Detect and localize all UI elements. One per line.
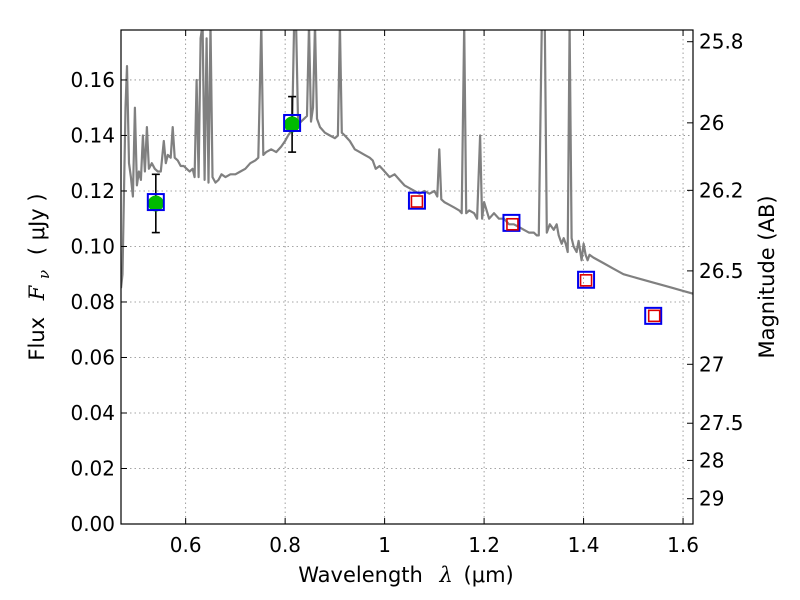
marker-group (146, 113, 663, 325)
x-tick-label: 0.6 (170, 533, 202, 557)
model-photometry-box (577, 270, 596, 289)
model-photometry-box (644, 306, 663, 325)
model-photometry-box (502, 213, 521, 232)
y-axis-label-unit: ( μJy ) (25, 193, 49, 255)
x-axis-label-symbol: λ (439, 563, 453, 587)
plot-frame (120, 29, 694, 525)
predicted-photometry-box (647, 309, 661, 323)
x-axis-label: Wavelength λ (μm) (298, 563, 513, 587)
y-tick-label: 0.00 (70, 512, 115, 536)
y-tick-label: 0.06 (70, 345, 115, 369)
x-axis-label-unit: (μm) (464, 563, 514, 587)
model-photometry-box (283, 113, 302, 132)
y2-tick-labels: 25.8 26 26.2 26.5 27 27.5 28 29 (699, 30, 744, 511)
y-axis-label-subscript: ν (35, 270, 53, 279)
model-photometry-box (407, 191, 426, 210)
y2-tick-label: 27.5 (699, 411, 744, 435)
y2-tick-label: 26 (699, 111, 724, 135)
y-tick-label: 0.02 (70, 456, 115, 480)
y2-tick-label: 28 (699, 448, 724, 472)
y-tick-label: 0.08 (70, 290, 115, 314)
y2-tick-label: 26.2 (699, 178, 744, 202)
x-tick-label: 1.6 (667, 533, 699, 557)
model-photometry-box (146, 193, 165, 212)
observed-point (284, 116, 301, 133)
plot-area (121, 30, 693, 524)
y2-tick-label: 26.5 (699, 259, 744, 283)
predicted-photometry-box (579, 274, 593, 287)
y-tick-labels: 0.00 0.02 0.04 0.06 0.08 0.10 0.12 0.14 0.16 (70, 68, 115, 536)
y-axis-label-text: Flux (25, 317, 49, 361)
y-tick-label: 0.10 (70, 234, 115, 258)
x-tick-label: 0.8 (269, 533, 301, 557)
x-axis-label-text: Wavelength (298, 563, 423, 587)
predicted-photometry-box (506, 217, 519, 231)
y-tick-label: 0.14 (70, 123, 115, 147)
y-axis-label: Flux F ν ( μJy ) (25, 193, 54, 360)
y2-tick-label: 29 (699, 487, 724, 511)
y2-axis-label: Magnitude (AB) (755, 195, 779, 358)
tick-marks (121, 30, 693, 525)
x-tick-labels: 0.6 0.8 1 1.2 1.4 1.6 (170, 533, 699, 557)
y-tick-label: 0.16 (70, 68, 115, 92)
y2-tick-label: 27 (699, 352, 724, 376)
y-tick-label: 0.12 (70, 179, 115, 203)
x-tick-label: 1.4 (568, 533, 600, 557)
y-tick-label: 0.04 (70, 401, 115, 425)
y-axis-label-symbol: F (25, 284, 49, 301)
x-tick-label: 1.2 (468, 533, 500, 557)
model-spectrum-line (121, 30, 693, 295)
y2-tick-label: 25.8 (699, 30, 744, 54)
model-spectrum-group (121, 30, 693, 295)
observed-point (147, 195, 164, 212)
predicted-photometry-box (410, 195, 424, 208)
x-tick-label: 1 (378, 533, 391, 557)
